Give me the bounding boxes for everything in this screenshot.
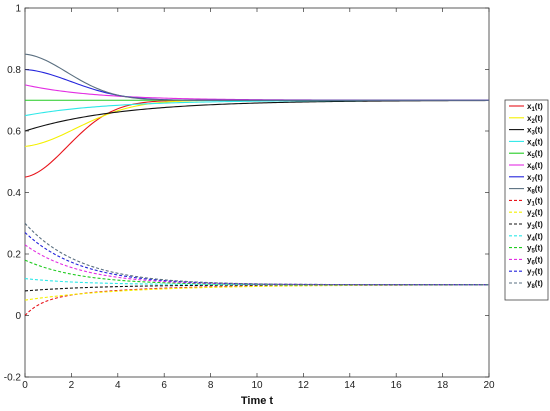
- legend-subscript: 3: [531, 225, 535, 231]
- x-tick-label: 6: [161, 380, 167, 391]
- legend-subscript: 6: [531, 260, 535, 266]
- axis-layer: 0 2 4 6 8 10 12 14 16 18 20-0.200.20.40.60.81: [4, 4, 495, 392]
- legend-subscript: 5: [531, 154, 535, 160]
- legend-label: y6(t): [527, 255, 543, 266]
- legend-suffix: (t): [535, 137, 543, 146]
- legend-subscript: 6: [531, 166, 535, 172]
- legend-label: y5(t): [527, 244, 543, 255]
- x-tick-label: 14: [344, 380, 356, 391]
- legend-subscript: 1: [531, 201, 535, 207]
- legend-var: y: [527, 244, 532, 253]
- x-tick-label: 20: [483, 380, 495, 391]
- x-tick-label: 8: [208, 380, 214, 391]
- y-tick-label: -0.2: [4, 373, 22, 384]
- legend-label: x1(t): [527, 102, 543, 113]
- legend-subscript: 7: [531, 178, 535, 184]
- legend-label: x3(t): [527, 126, 543, 137]
- legend-label: x6(t): [527, 161, 543, 172]
- legend-var: y: [527, 196, 532, 205]
- legend-label: y7(t): [527, 267, 543, 278]
- x-tick-label: 4: [115, 380, 121, 391]
- legend-var: x: [527, 137, 532, 146]
- legend-var: y: [527, 232, 532, 241]
- x-tick-label: 16: [391, 380, 403, 391]
- legend-suffix: (t): [535, 114, 543, 123]
- x-tick-label: 0: [22, 380, 28, 391]
- legend-var: y: [527, 255, 532, 264]
- x-tick-label: 10: [251, 380, 263, 391]
- plot-area: [24, 7, 490, 378]
- legend-suffix: (t): [535, 279, 543, 288]
- legend-label: y2(t): [527, 208, 543, 219]
- legend-var: x: [527, 114, 532, 123]
- legend-var: x: [527, 161, 532, 170]
- legend-suffix: (t): [535, 173, 543, 182]
- x-tick-label: 18: [437, 380, 449, 391]
- legend-label: x7(t): [527, 173, 543, 184]
- series-line-y8: [24, 222, 489, 286]
- legend-var: y: [527, 208, 532, 217]
- legend-var: x: [527, 149, 532, 158]
- legend-label: x5(t): [527, 149, 543, 160]
- x-tick-label: 2: [69, 380, 75, 391]
- legend-var: x: [527, 185, 532, 194]
- legend-suffix: (t): [535, 244, 543, 253]
- legend-label: y8(t): [527, 279, 543, 290]
- legend-var: y: [527, 267, 532, 276]
- legend-suffix: (t): [535, 196, 543, 205]
- x-tick-label: 12: [298, 380, 310, 391]
- legend-subscript: 3: [531, 131, 535, 137]
- legend-subscript: 8: [531, 190, 535, 196]
- legend-subscript: 2: [531, 213, 535, 219]
- legend-var: y: [527, 220, 532, 229]
- legend-subscript: 7: [531, 272, 535, 278]
- legend-subscript: 1: [531, 107, 535, 113]
- legend: x1(t)x2(t)x3(t)x4(t)x5(t)x6(t)x7(t)x8(t)…: [504, 99, 549, 301]
- legend-suffix: (t): [535, 255, 543, 264]
- y-tick-label: 0.4: [7, 188, 21, 199]
- legend-label: y4(t): [527, 232, 543, 243]
- legend-suffix: (t): [535, 220, 543, 229]
- x-axis-label: Time t: [241, 395, 274, 407]
- legend-var: x: [527, 173, 532, 182]
- legend-subscript: 2: [531, 119, 535, 125]
- legend-var: x: [527, 126, 532, 135]
- legend-var: x: [527, 102, 532, 111]
- legend-subscript: 8: [531, 284, 535, 290]
- series-layer: [24, 53, 490, 316]
- series-line-x8: [24, 53, 489, 101]
- legend-box: [504, 99, 549, 301]
- legend-subscript: 4: [531, 142, 535, 148]
- legend-label: x8(t): [527, 185, 543, 196]
- y-tick-label: 0.6: [7, 127, 21, 138]
- legend-label: x4(t): [527, 137, 543, 148]
- legend-suffix: (t): [535, 161, 543, 170]
- legend-suffix: (t): [535, 232, 543, 241]
- legend-suffix: (t): [535, 267, 543, 276]
- legend-label: x2(t): [527, 114, 543, 125]
- legend-subscript: 5: [531, 249, 535, 255]
- y-tick-label: 1: [15, 4, 21, 15]
- legend-suffix: (t): [535, 102, 543, 111]
- legend-suffix: (t): [535, 126, 543, 135]
- legend-suffix: (t): [535, 185, 543, 194]
- y-tick-label: 0.2: [7, 250, 21, 261]
- y-tick-label: 0: [15, 311, 21, 322]
- legend-var: y: [527, 279, 532, 288]
- legend-suffix: (t): [535, 149, 543, 158]
- legend-label: y1(t): [527, 196, 543, 207]
- legend-label: y3(t): [527, 220, 543, 231]
- legend-suffix: (t): [535, 208, 543, 217]
- legend-subscript: 4: [531, 237, 535, 243]
- y-tick-label: 0.8: [7, 65, 21, 76]
